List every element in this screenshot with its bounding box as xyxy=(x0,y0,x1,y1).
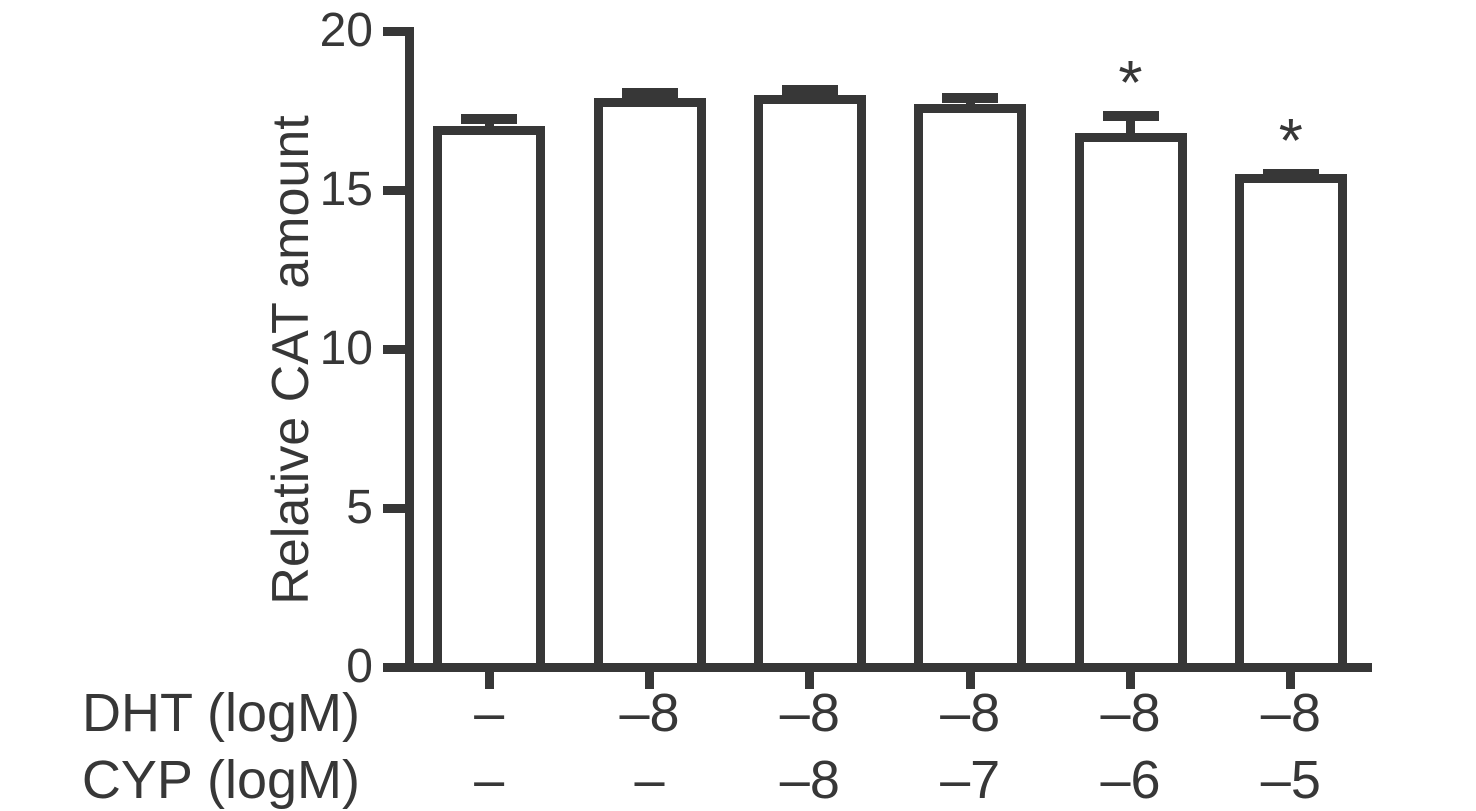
x-tick xyxy=(1126,672,1135,689)
x-annotation-row-dht: DHT (logM) – –8 –8 –8 –8 –8 xyxy=(0,684,1476,742)
x-tick xyxy=(1286,672,1296,689)
error-bar-cap xyxy=(1262,169,1319,180)
y-tick xyxy=(383,26,405,36)
error-bar-cap xyxy=(621,88,678,99)
y-axis-line xyxy=(405,27,414,672)
x-value: –7 xyxy=(940,750,1001,810)
error-bar-cap xyxy=(942,93,999,103)
bar xyxy=(1234,174,1347,669)
error-bar-cap xyxy=(781,85,838,96)
y-tick-label: 5 xyxy=(346,481,373,534)
y-tick xyxy=(383,185,405,195)
error-bar-cap xyxy=(461,113,518,124)
x-value: –8 xyxy=(619,683,680,743)
x-value: –6 xyxy=(1100,750,1161,810)
x-value: –8 xyxy=(940,683,1001,743)
x-tick xyxy=(805,672,815,689)
error-bar-cap xyxy=(1102,110,1159,121)
x-axis-line xyxy=(383,663,1372,672)
bar xyxy=(753,94,866,669)
error-bar-stem xyxy=(1126,110,1135,139)
x-row-label-dht: DHT (logM) xyxy=(81,683,360,743)
x-tick xyxy=(484,672,494,689)
x-value: –8 xyxy=(1260,683,1321,743)
bar xyxy=(914,104,1027,669)
bar xyxy=(1074,132,1187,669)
x-value: –5 xyxy=(1260,750,1321,810)
y-tick-label: 0 xyxy=(346,640,373,693)
y-tick-label: 15 xyxy=(319,163,373,216)
x-value: – xyxy=(634,750,665,810)
x-row-label-cyp: CYP (logM) xyxy=(81,750,360,810)
bar xyxy=(593,97,706,669)
y-tick-label: 10 xyxy=(319,322,373,375)
x-value: – xyxy=(474,683,505,743)
significance-asterisk: * xyxy=(1278,107,1303,177)
x-annotation-row-cyp: CYP (logM) – – –8 –7 –6 –5 xyxy=(0,751,1476,809)
x-tick xyxy=(965,672,975,689)
y-tick xyxy=(383,344,405,354)
y-tick-label: 20 xyxy=(319,4,373,57)
x-value: –8 xyxy=(1100,683,1161,743)
x-value: –8 xyxy=(779,750,840,810)
x-value: –8 xyxy=(779,683,840,743)
y-tick xyxy=(383,503,405,513)
x-tick xyxy=(645,672,654,689)
significance-asterisk: * xyxy=(1118,48,1143,118)
x-value: – xyxy=(474,750,505,810)
bar xyxy=(433,126,546,669)
